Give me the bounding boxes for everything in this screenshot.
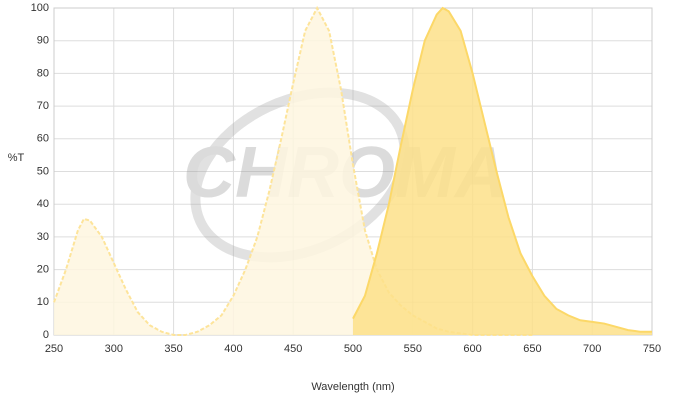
x-tick-label: 450 <box>284 343 302 355</box>
x-axis-label: Wavelength (nm) <box>311 381 394 393</box>
x-tick-label: 400 <box>224 343 242 355</box>
x-tick-label: 650 <box>523 343 541 355</box>
x-tick-label: 350 <box>164 343 182 355</box>
x-tick-label: 750 <box>643 343 661 355</box>
y-axis-label: %T <box>8 152 25 164</box>
area-fill <box>353 8 652 335</box>
y-tick-label: 20 <box>37 264 49 276</box>
y-tick-label: 60 <box>37 133 49 145</box>
x-tick-label: 250 <box>45 343 63 355</box>
y-tick-label: 100 <box>31 2 49 14</box>
x-tick-label: 700 <box>583 343 601 355</box>
x-tick-label: 500 <box>344 343 362 355</box>
y-tick-label: 80 <box>37 67 49 79</box>
y-tick-label: 0 <box>43 329 49 341</box>
series-line <box>352 6 652 333</box>
x-tick-label: 300 <box>105 343 123 355</box>
y-tick-label: 40 <box>37 198 49 210</box>
y-tick-label: 70 <box>37 100 49 112</box>
y-tick-label: 30 <box>37 231 49 243</box>
y-tick-label: 90 <box>37 35 49 47</box>
area-fill <box>54 8 533 335</box>
y-tick-label: 50 <box>37 165 49 177</box>
x-tick-label: 550 <box>404 343 422 355</box>
y-tick-label: 10 <box>37 296 49 308</box>
x-tick-label: 600 <box>463 343 481 355</box>
